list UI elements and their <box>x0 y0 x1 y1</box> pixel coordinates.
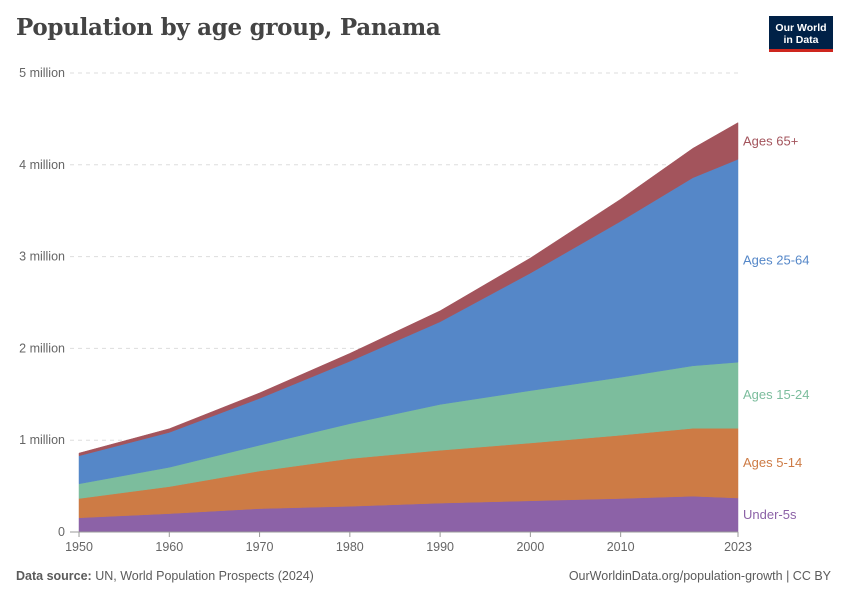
x-tick-label: 1990 <box>426 540 454 554</box>
x-tick-label: 2010 <box>607 540 635 554</box>
y-tick-label: 2 million <box>19 341 65 355</box>
data-source-text: UN, World Population Prospects (2024) <box>95 569 314 583</box>
x-tick-label: 2000 <box>516 540 544 554</box>
series-label: Ages 5-14 <box>743 455 802 470</box>
area-series-ages-65-[interactable] <box>78 122 739 457</box>
data-source: Data source: UN, World Population Prospe… <box>16 569 314 583</box>
owid-logo[interactable]: Our World in Data <box>769 16 833 52</box>
logo-line-1: Our World <box>775 22 827 34</box>
x-tick-label: 1970 <box>246 540 274 554</box>
series-label: Under-5s <box>743 507 797 522</box>
source-url-link[interactable]: OurWorldinData.org/population-growth | C… <box>568 569 831 583</box>
series-label: Ages 65+ <box>743 134 798 149</box>
x-tick-label: 1950 <box>65 540 93 554</box>
chart-title: Population by age group, Panama <box>16 14 441 41</box>
x-tick-label: 2023 <box>724 540 752 554</box>
y-tick-label: 1 million <box>19 433 65 447</box>
x-tick-label: 1980 <box>336 540 364 554</box>
y-tick-label: 5 million <box>19 66 65 80</box>
series-label: Ages 25-64 <box>743 253 810 268</box>
data-source-label: Data source: <box>16 569 92 583</box>
y-tick-label: 4 million <box>19 158 65 172</box>
logo-line-2: in Data <box>783 34 819 46</box>
x-tick-label: 1960 <box>155 540 183 554</box>
y-tick-label: 3 million <box>19 250 65 264</box>
y-tick-label: 0 <box>58 525 65 539</box>
series-label: Ages 15-24 <box>743 387 810 402</box>
